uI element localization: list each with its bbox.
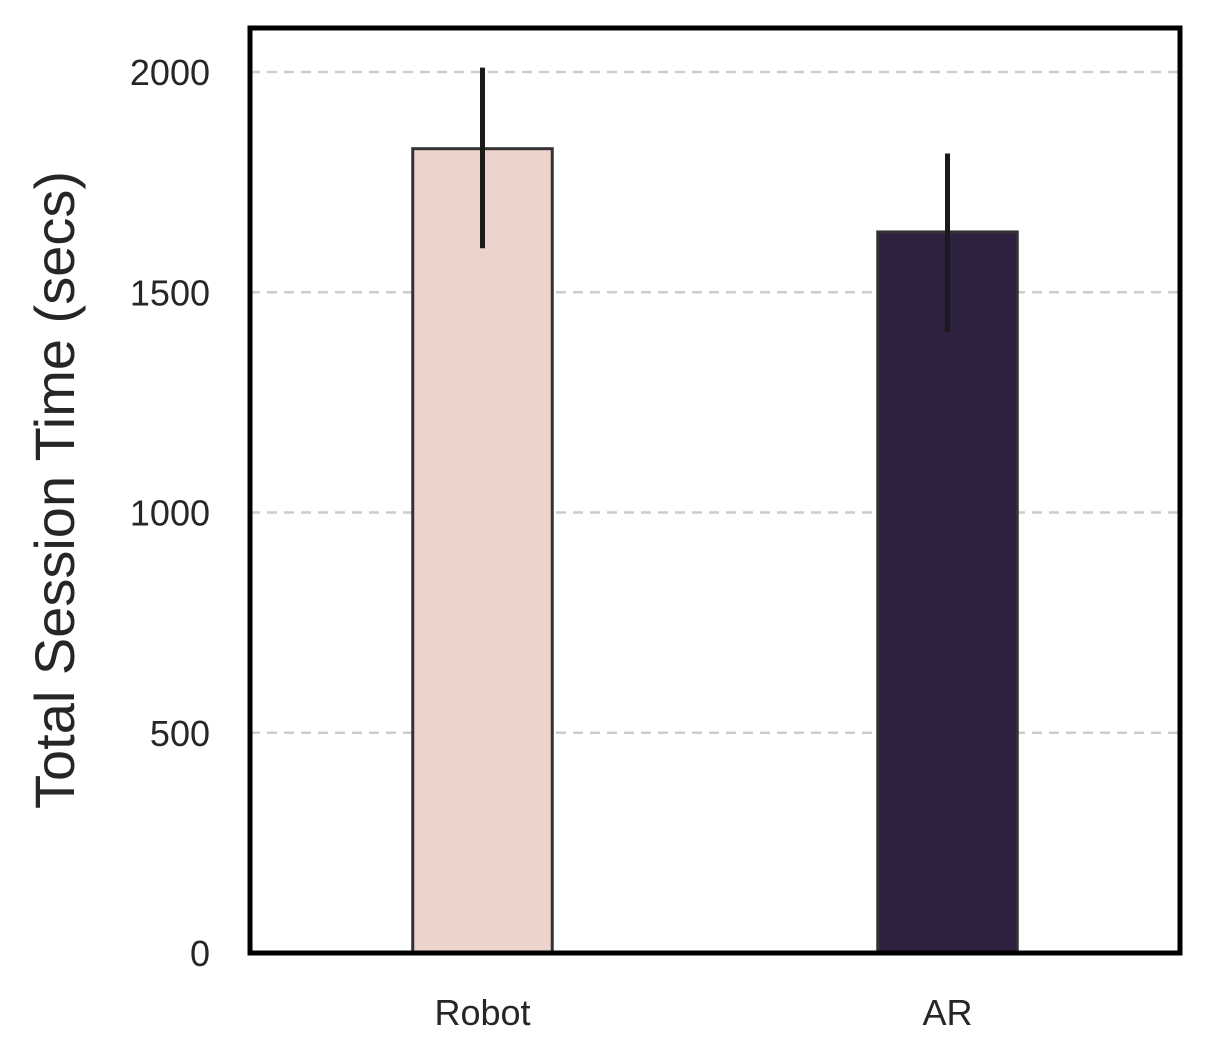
x-tick-labels: Robot AR	[434, 992, 972, 1033]
y-axis-title: Total Session Time (secs)	[23, 171, 86, 809]
y-tick-label: 500	[150, 713, 210, 754]
y-tick-label: 1500	[130, 272, 210, 313]
y-tick-label: 2000	[130, 52, 210, 93]
y-tick-labels: 0 500 1000 1500 2000	[130, 52, 210, 974]
y-tick-label: 0	[190, 933, 210, 974]
y-tick-label: 1000	[130, 493, 210, 534]
error-bars	[480, 67, 950, 332]
x-tick-label: AR	[922, 992, 972, 1033]
plot-frame	[247, 25, 1183, 956]
grid-lines	[250, 70, 1180, 735]
x-tick-label: Robot	[434, 992, 530, 1033]
bar-ar	[876, 230, 1019, 955]
bar-robot	[411, 147, 554, 955]
bars	[411, 147, 1019, 955]
